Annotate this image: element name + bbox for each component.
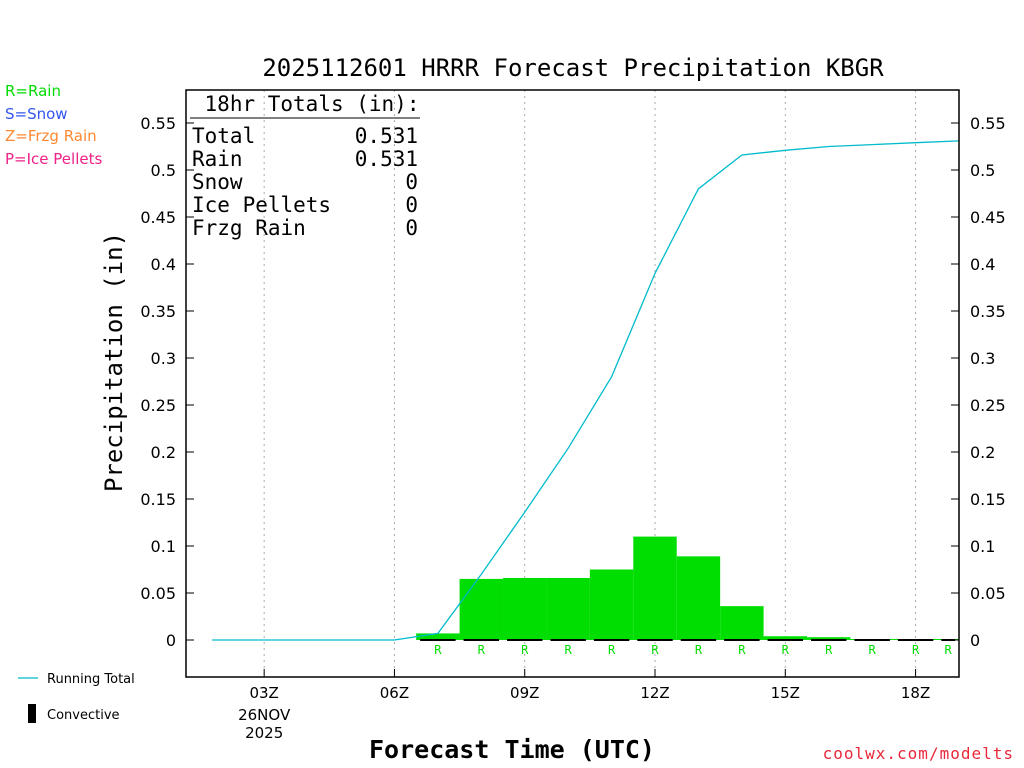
precip-bar	[503, 577, 547, 640]
y-tick-label-left: 0.1	[151, 537, 176, 556]
y-tick-label-left: 0.3	[151, 349, 176, 368]
y-tick-label-right: 0	[970, 631, 980, 650]
precip-type-label: R	[478, 643, 486, 657]
precip-type-legend-item: Z=Frzg Rain	[5, 127, 97, 145]
totals-row-label: Total	[192, 124, 255, 148]
totals-row-label: Ice Pellets	[192, 193, 331, 217]
precip-bar	[459, 578, 504, 640]
x-tick-label: 15Z	[771, 684, 800, 702]
precip-type-label: R	[825, 643, 833, 657]
y-tick-label-right: 0.3	[970, 349, 995, 368]
y-tick-label-right: 0.4	[970, 255, 995, 274]
precip-type-label: R	[945, 643, 953, 657]
x-tick-label: 09Z	[510, 684, 539, 702]
totals-box: 18hr Totals (in): Total 0.531 Rain 0.531 Sno…	[190, 92, 420, 240]
precip-type-label: R	[912, 643, 920, 657]
x-tick-label: 18Z	[901, 684, 930, 702]
convective-label: Convective	[47, 708, 120, 723]
x-axis-label: Forecast Time (UTC)	[369, 735, 655, 764]
y-tick-label-right: 0.35	[970, 302, 1006, 321]
running-total-line	[212, 140, 960, 641]
precip-type-label: R	[695, 643, 703, 657]
precip-type-label: R	[651, 643, 659, 657]
precip-bar	[720, 606, 764, 640]
y-tick-label-right: 0.2	[970, 443, 995, 462]
precip-type-legend-item: P=Ice Pellets	[5, 149, 103, 168]
precip-type-label: R	[608, 643, 616, 657]
convective-swatch	[28, 704, 36, 723]
precip-type-label: R	[782, 643, 790, 657]
precip-bar	[807, 637, 851, 640]
totals-row-label: Frzg Rain	[192, 216, 306, 240]
y-tick-label-left: 0.4	[151, 255, 176, 274]
precip-type-legend-item: R=Rain	[5, 82, 61, 100]
date-label: 26NOV	[238, 706, 291, 724]
y-tick-label-right: 0.1	[970, 537, 995, 556]
precip-type-label: R	[434, 643, 442, 657]
totals-row-value: 0.531	[355, 124, 418, 148]
precip-type-legend-item: S=Snow	[5, 104, 68, 123]
y-tick-label-left: 0.55	[140, 114, 176, 133]
y-tick-label-right: 0.05	[970, 584, 1006, 603]
totals-row-value: 0	[405, 170, 418, 194]
totals-row-label: Snow	[192, 170, 243, 194]
bottom-legend: Running Total Convective	[18, 672, 135, 723]
y-tick-label-left: 0.35	[140, 302, 176, 321]
y-tick-label-left: 0	[166, 631, 176, 650]
precip-bar	[676, 556, 721, 640]
y-tick-label-left: 0.25	[140, 396, 176, 415]
precip-type-label: R	[521, 643, 529, 657]
x-tick-label: 12Z	[640, 684, 669, 702]
y-axis-ticks: 0 00.05 0.050.1 0.10.15 0.150.2 0.20.25 0.250.…	[140, 114, 1005, 650]
x-tick-label: 06Z	[380, 684, 409, 702]
precip-bar	[416, 633, 460, 640]
totals-row-value: 0.531	[355, 147, 418, 171]
y-tick-label-right: 0.5	[970, 161, 995, 180]
totals-row-value: 0	[405, 193, 418, 217]
totals-row-value: 0	[405, 216, 418, 240]
plot-frame	[185, 89, 960, 678]
credit-text: coolwx.com/modelts	[822, 744, 1014, 763]
chart-title: 2025112601 HRRR Forecast Precipitation K…	[262, 54, 884, 82]
y-tick-label-right: 0.45	[970, 208, 1006, 227]
date-label: 2025	[245, 724, 283, 742]
y-tick-label-left: 0.45	[140, 208, 176, 227]
x-tick-label: 03Z	[249, 684, 278, 702]
y-tick-label-right: 0.25	[970, 396, 1006, 415]
precip-type-label: R	[869, 643, 877, 657]
precip-bars	[416, 536, 959, 641]
y-tick-label-right: 0.15	[970, 490, 1006, 509]
y-tick-label-left: 0.05	[140, 584, 176, 603]
grid-lines	[263, 90, 917, 677]
precip-bar	[546, 577, 590, 640]
precip-bar	[589, 569, 634, 640]
y-tick-label-left: 0.2	[151, 443, 176, 462]
totals-heading: 18hr Totals (in):	[205, 92, 420, 116]
precip-type-label: R	[565, 643, 573, 657]
precip-bar	[633, 536, 677, 640]
y-tick-label-left: 0.15	[140, 490, 176, 509]
precip-type-label: R	[738, 643, 746, 657]
precip-bar	[763, 636, 808, 640]
running-total-label: Running Total	[47, 672, 135, 687]
y-axis-label: Precipitation (in)	[100, 232, 128, 492]
totals-row-label: Rain	[192, 147, 243, 171]
y-tick-label-left: 0.5	[151, 161, 176, 180]
y-tick-label-right: 0.55	[970, 114, 1006, 133]
